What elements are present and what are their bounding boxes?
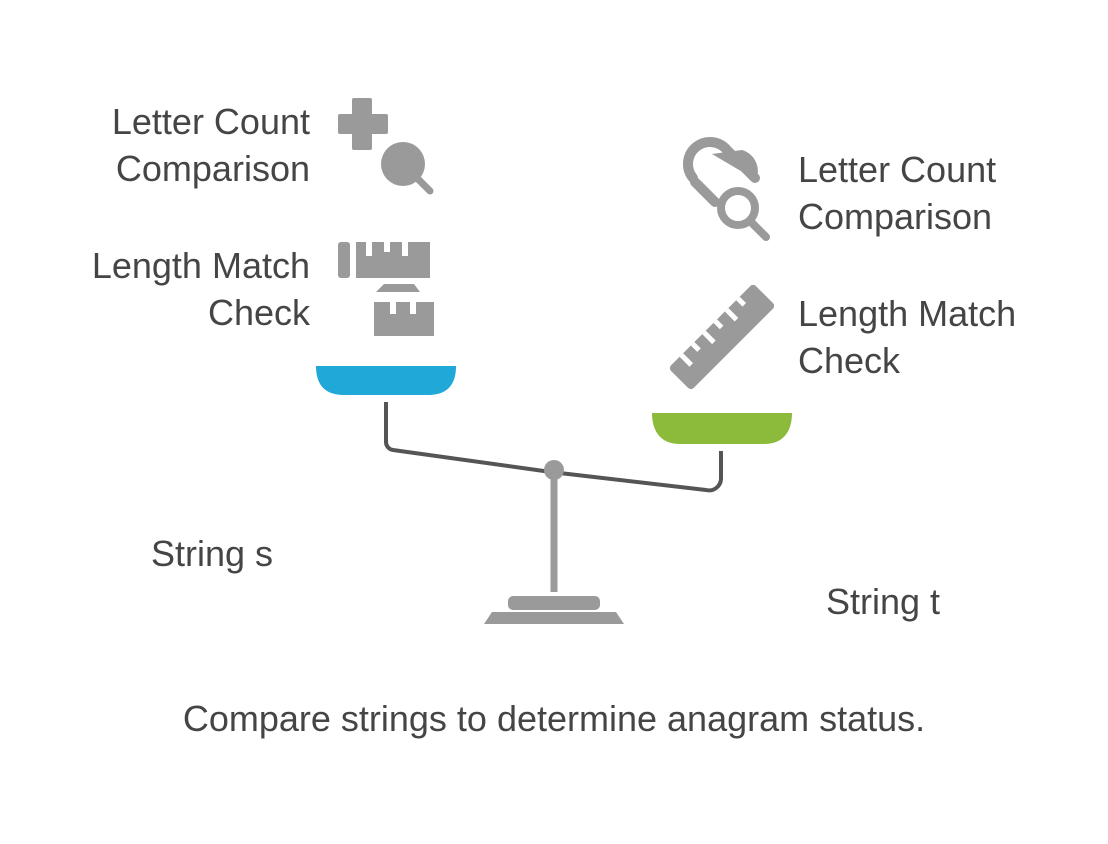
scale-base-top: [508, 596, 600, 610]
right-pan: [652, 413, 792, 444]
scale-pivot: [544, 460, 564, 480]
left-pan: [316, 366, 456, 395]
scale-beam: [383, 402, 723, 493]
broken-ruler-icon: [338, 242, 434, 336]
left-letter-count-label: Letter Count Comparison: [111, 101, 310, 189]
right-letter-count-label: Letter Count Comparison: [798, 149, 997, 237]
left-string-label: String s: [151, 533, 274, 574]
pill-magnifier-icon: [682, 136, 770, 241]
right-length-match-label: Length Match Check: [798, 293, 1017, 381]
diagram-caption: Compare strings to determine anagram sta…: [182, 698, 926, 739]
right-string-label: String t: [826, 581, 941, 622]
left-length-match-label: Length Match Check: [91, 245, 310, 333]
ruler-icon: [669, 284, 775, 390]
scale-base: [484, 612, 624, 624]
plus-magnifier-icon: [338, 98, 434, 195]
